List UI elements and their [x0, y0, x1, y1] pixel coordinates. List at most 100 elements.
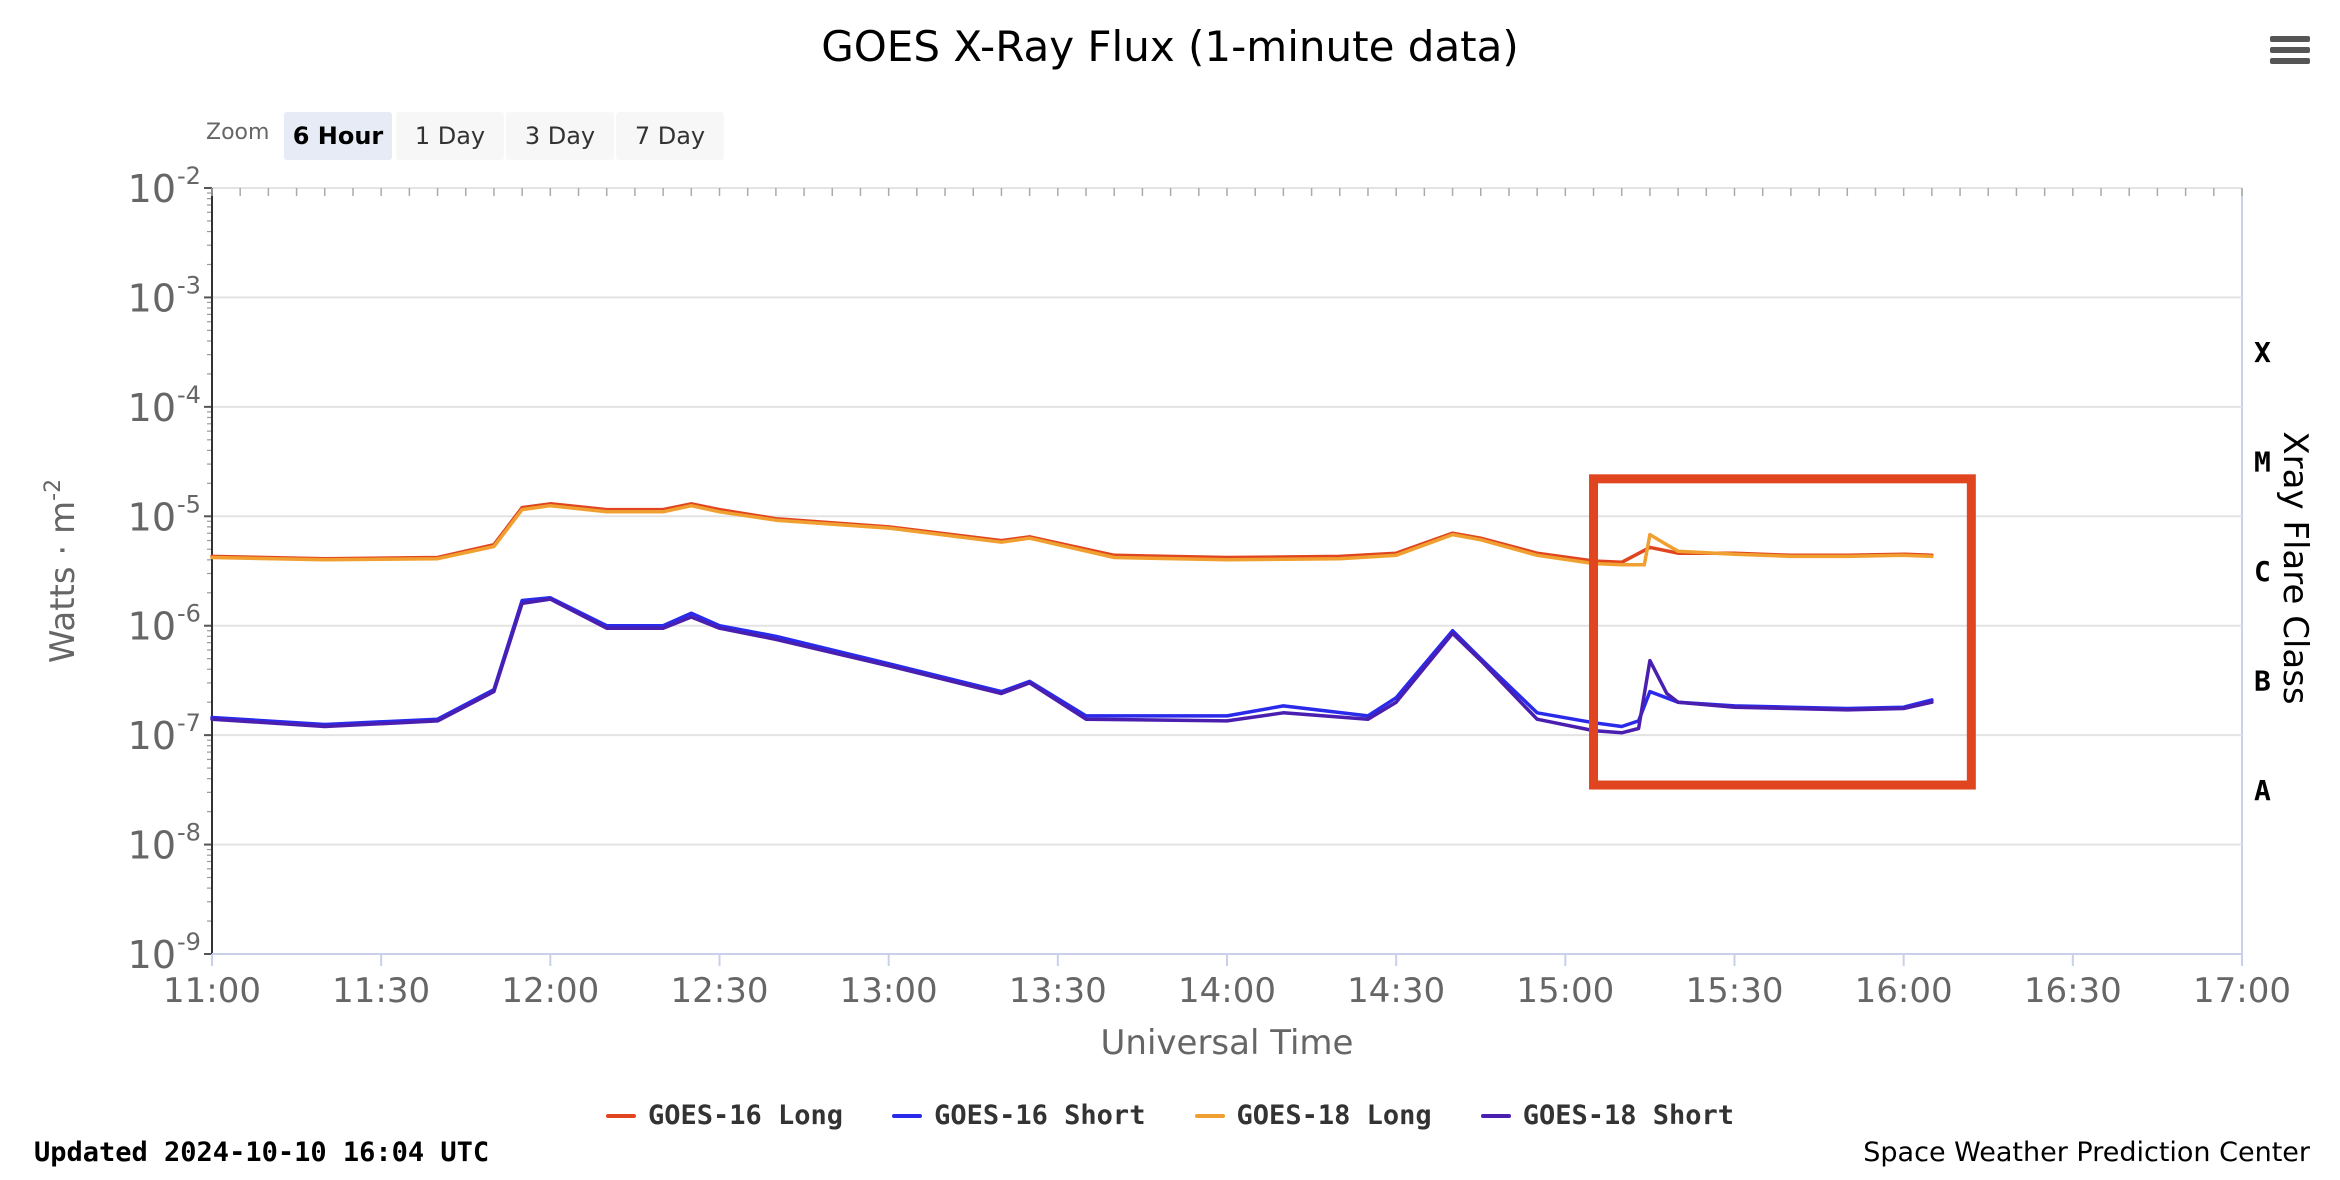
y-tick-exponent: -9 [177, 928, 201, 956]
data-point [661, 626, 665, 630]
legend-label-goes16-short: GOES-16 Short [934, 1100, 1146, 1131]
legend-label-goes16-long: GOES-16 Long [647, 1100, 844, 1131]
data-point [1789, 554, 1793, 558]
series-goes-18-short [210, 597, 1934, 735]
data-point [1845, 554, 1849, 558]
series-line [210, 596, 1934, 729]
legend-label-goes18-short: GOES-18 Short [1522, 1100, 1735, 1131]
x-tick-label: 13:00 [840, 971, 938, 1011]
x-axis-title: Universal Time [1101, 1023, 1354, 1063]
y-axis-title-exponent: -2 [41, 479, 66, 501]
data-point [689, 615, 693, 619]
data-point [1648, 533, 1652, 537]
data-point [1451, 631, 1455, 635]
y-tick-label: 10 [128, 605, 176, 649]
data-point [1648, 659, 1652, 663]
x-tick-label: 11:30 [332, 971, 430, 1011]
data-point [1394, 700, 1398, 704]
data-point [436, 719, 440, 723]
data-point [605, 626, 609, 630]
data-point [1535, 553, 1539, 557]
data-point [1225, 558, 1229, 562]
data-point [1902, 707, 1906, 711]
data-point [1902, 553, 1906, 557]
y-tick-exponent: -5 [177, 490, 201, 518]
legend-label-goes18-long: GOES-18 Long [1236, 1100, 1432, 1131]
zoom-button-3-day[interactable]: 3 Day [506, 112, 614, 160]
y-tick-exponent: -8 [177, 819, 201, 847]
data-point [492, 544, 496, 548]
hamburger-menu-icon[interactable] [2270, 36, 2310, 70]
legend-swatch-goes16-long [605, 1113, 636, 1118]
y-tick-exponent: -3 [177, 271, 201, 299]
x-tick-label: 17:00 [2193, 971, 2291, 1011]
data-point [1225, 714, 1229, 718]
legend-item-goes18-long[interactable]: GOES-18 Long [1194, 1100, 1432, 1131]
y-tick-label: 10 [128, 933, 176, 977]
data-point [520, 598, 524, 602]
flare-class-label: A [2254, 774, 2271, 807]
data-point [1642, 563, 1646, 567]
data-point [1028, 681, 1032, 685]
legend-item-goes16-long[interactable]: GOES-16 Long [605, 1100, 844, 1131]
data-point [1535, 717, 1539, 721]
data-point [210, 556, 214, 560]
data-point [1789, 707, 1793, 711]
x-tick-label: 16:30 [2024, 971, 2122, 1011]
data-point [1637, 727, 1641, 731]
zoom-button-1-day[interactable]: 1 Day [396, 112, 504, 160]
series-goes-16-long [210, 502, 1934, 565]
y-tick-label: 10 [128, 276, 176, 320]
data-point [1620, 724, 1624, 728]
data-point [1620, 731, 1624, 735]
data-point [1479, 659, 1483, 663]
data-point [774, 518, 778, 522]
zoom-button-6-hour[interactable]: 6 Hour [284, 112, 392, 160]
zoom-button-7-day[interactable]: 7 Day [616, 112, 724, 160]
data-point [1281, 704, 1285, 708]
x-tick-label: 16:00 [1855, 971, 1953, 1011]
data-point [1665, 543, 1669, 547]
data-point [1620, 563, 1624, 567]
legend-item-goes16-short[interactable]: GOES-16 Short [892, 1100, 1145, 1131]
data-point [1394, 696, 1398, 700]
data-point [1366, 714, 1370, 718]
data-point [1394, 553, 1398, 557]
data-point [661, 510, 665, 514]
legend-swatch-goes16-short [892, 1113, 923, 1118]
data-point [1676, 549, 1680, 553]
data-point [1028, 536, 1032, 540]
data-point [323, 558, 327, 562]
legend-swatch-goes18-short [1480, 1113, 1511, 1118]
x-tick-label: 12:30 [671, 971, 769, 1011]
x-tick-label: 15:00 [1516, 971, 1614, 1011]
series-goes-18-long [210, 503, 1934, 567]
flare-class-label: C [2254, 555, 2271, 588]
series-line [210, 502, 1934, 565]
data-point [1733, 705, 1736, 709]
data-point [1281, 711, 1285, 715]
data-point [1451, 629, 1455, 633]
data-point [520, 601, 524, 605]
data-point [887, 526, 891, 530]
updated-timestamp: Updated 2024-10-10 16:04 UTC [34, 1137, 490, 1168]
data-point [718, 626, 721, 630]
data-point [1845, 708, 1849, 712]
series-line [210, 503, 1934, 567]
x-tick-label: 15:30 [1686, 971, 1784, 1011]
data-point [605, 510, 609, 514]
data-point [1451, 533, 1455, 537]
highlight-box [1589, 474, 1976, 790]
data-point [210, 717, 214, 721]
data-point [1930, 554, 1934, 558]
data-point [1665, 692, 1669, 696]
legend-item-goes18-short[interactable]: GOES-18 Short [1480, 1100, 1735, 1131]
data-point [1535, 711, 1539, 715]
data-point [718, 510, 721, 514]
chart-title: GOES X-Ray Flux (1-minute data) [821, 22, 1519, 71]
data-point [887, 664, 891, 668]
zoom-label: Zoom [206, 120, 270, 145]
data-point [1930, 700, 1934, 704]
y-tick-exponent: -7 [177, 709, 201, 737]
